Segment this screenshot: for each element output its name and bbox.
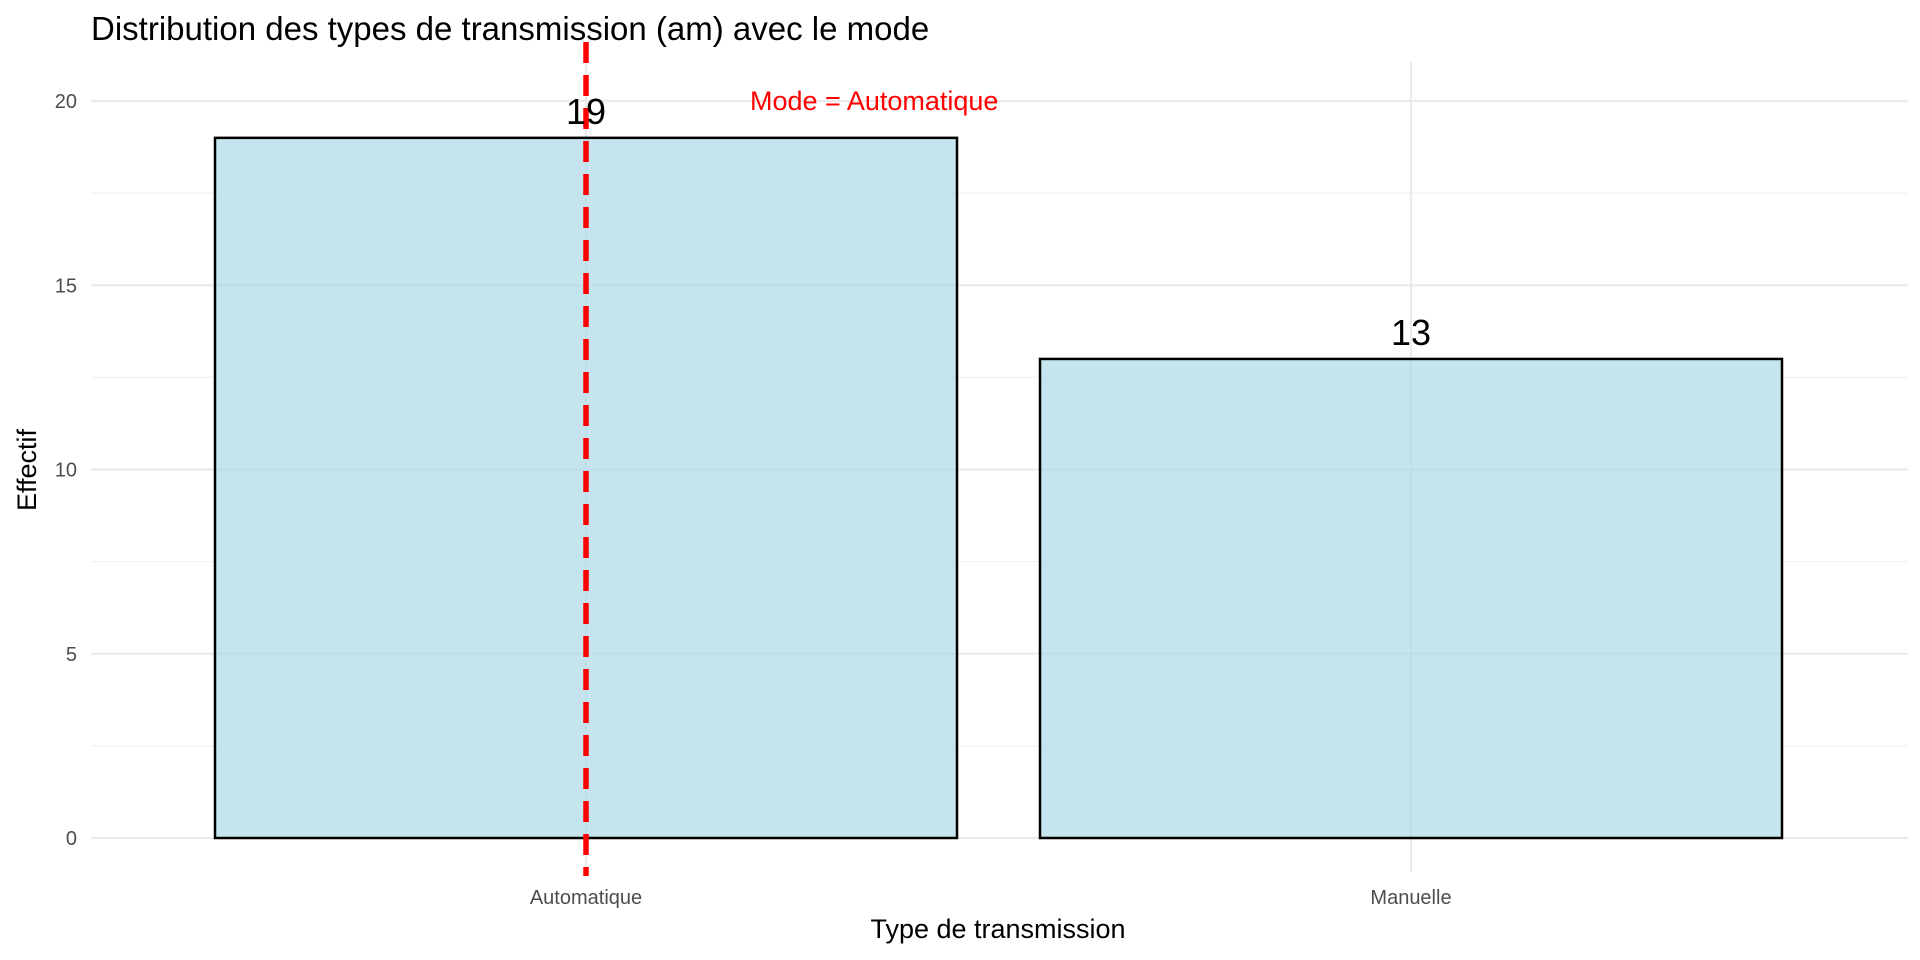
x-tick-label: Automatique	[530, 887, 642, 909]
tick-labels: 0 5 10 15 20 Automatique Manuelle	[55, 91, 1452, 909]
x-axis-title: Type de transmission	[870, 914, 1125, 944]
y-tick-label: 10	[55, 460, 77, 482]
y-tick-label: 15	[55, 275, 77, 297]
y-tick-label: 20	[55, 91, 77, 113]
bars	[213, 136, 1784, 840]
data-label: 19	[566, 91, 606, 132]
y-tick-label: 0	[66, 828, 77, 850]
y-tick-label: 5	[66, 644, 77, 666]
mode-label: Mode = Automatique	[750, 86, 998, 116]
x-tick-label: Manuelle	[1370, 887, 1451, 909]
chart-title: Distribution des types de transmission (…	[91, 10, 929, 47]
bar-manuelle	[1038, 357, 1784, 840]
y-axis-title: Effectif	[12, 428, 42, 511]
mode-annotation: Mode = Automatique	[583, 42, 998, 876]
data-label: 13	[1391, 312, 1431, 353]
